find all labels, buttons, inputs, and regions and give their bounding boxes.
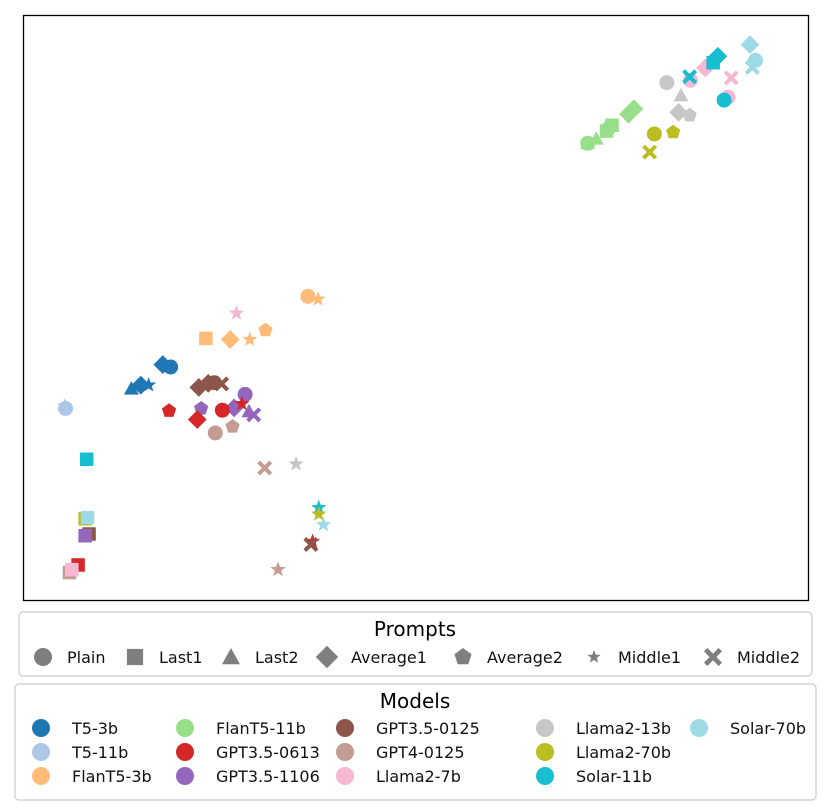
- model-legend-label-t5_11b: T5-11b: [71, 743, 128, 762]
- prompts-legend-box: [18, 611, 813, 677]
- data-point-t5_3b-plain: [163, 359, 179, 375]
- model-legend-label-gpt4_0125: GPT4-0125: [376, 743, 465, 762]
- data-point-flant5_11b-average1: [624, 99, 644, 119]
- prompts-legend-title: Prompts: [374, 617, 456, 641]
- prompt-legend-marker-last2: [222, 648, 240, 665]
- data-point-gpt35_0613-average2: [161, 403, 177, 417]
- data-point-llama2_7b-middle2: [723, 70, 739, 86]
- model-legend-label-flant5_3b: FlanT5-3b: [72, 767, 152, 786]
- model-legend-marker-gpt35_1106: [176, 767, 194, 785]
- data-point-flant5_3b-average1: [220, 330, 240, 349]
- data-point-llama2_70b-middle1: [311, 506, 327, 521]
- data-point-gpt4_0125-plain: [207, 425, 223, 441]
- data-point-gpt35_0125-middle2: [303, 537, 319, 553]
- data-point-llama2_13b-average2: [682, 107, 697, 122]
- data-point-llama2_13b-last2: [673, 87, 689, 102]
- model-legend-label-solar_70b: Solar-70b: [730, 719, 806, 738]
- models-legend-box: [14, 683, 817, 801]
- model-legend-marker-llama2_70b: [536, 743, 554, 761]
- data-point-llama2_13b-average1: [669, 102, 689, 122]
- model-legend-label-llama2_70b: Llama2-70b: [576, 743, 671, 762]
- prompt-legend-marker-plain: [34, 648, 52, 666]
- data-point-solar_11b-plain: [716, 92, 732, 108]
- data-point-gpt35_0613-average1: [187, 410, 207, 429]
- model-legend-marker-llama2_7b: [336, 767, 354, 785]
- model-legend-marker-solar_11b: [536, 767, 554, 785]
- data-point-llama2_70b-plain: [646, 126, 662, 142]
- data-point-t5_3b-last2: [123, 381, 139, 395]
- prompt-legend-label-last1: Last1: [159, 648, 203, 667]
- data-point-llama2_70b-average2: [666, 124, 681, 139]
- prompt-legend-marker-last1: [126, 648, 144, 666]
- model-legend-label-flant5_11b: FlanT5-11b: [216, 719, 306, 738]
- data-point-solar_70b-average1: [740, 35, 760, 54]
- points-layer: [57, 35, 763, 580]
- data-point-solar_11b-last1: [79, 452, 94, 467]
- data-point-gpt35_0613-plain: [214, 402, 230, 418]
- model-legend-marker-flant5_3b: [32, 767, 50, 785]
- model-legend-label-gpt35_1106: GPT3.5-1106: [216, 767, 320, 786]
- model-legend-label-gpt35_0125: GPT3.5-0125: [376, 719, 480, 738]
- data-point-gpt35_0125-middle2: [214, 376, 230, 392]
- data-point-flant5_11b-last2: [580, 135, 596, 150]
- data-point-gpt35_0613-middle1: [234, 395, 250, 411]
- data-point-llama2_13b-middle1: [288, 455, 304, 471]
- model-legend-label-solar_11b: Solar-11b: [576, 767, 652, 786]
- model-legend-marker-solar_70b: [690, 719, 708, 737]
- models-legend: T5-3b T5-11b FlanT5-3b FlanT5-11b GPT3.5-061…: [32, 719, 806, 786]
- prompt-legend-label-average2: Average2: [487, 648, 563, 667]
- model-legend-label-t5_3b: T5-3b: [71, 719, 118, 738]
- models-legend-title: Models: [380, 689, 450, 713]
- data-point-llama2_13b-plain: [659, 75, 675, 91]
- data-point-llama2_7b-middle1: [228, 305, 245, 320]
- data-point-solar_70b-middle2: [744, 59, 760, 75]
- model-legend-label-gpt35_0613: GPT3.5-0613: [216, 743, 320, 762]
- model-legend-label-llama2_7b: Llama2-7b: [376, 767, 461, 786]
- model-legend-label-llama2_13b: Llama2-13b: [576, 719, 671, 738]
- data-point-flant5_3b-average2: [258, 322, 273, 337]
- plot-frame: [22, 14, 810, 602]
- data-point-solar_11b-middle2: [682, 69, 698, 85]
- prompt-legend-marker-average1: [315, 645, 339, 669]
- model-legend-marker-gpt35_0125: [336, 719, 354, 737]
- data-point-flant5_3b-middle1: [242, 331, 258, 347]
- data-point-gpt4_0125-middle1: [270, 561, 286, 577]
- data-point-gpt4_0125-middle2: [257, 460, 273, 476]
- data-point-gpt35_1106-middle2: [246, 407, 262, 423]
- prompt-legend-marker-middle2: [704, 648, 722, 666]
- prompt-legend-marker-middle1: [587, 650, 601, 663]
- data-point-flant5_3b-plain: [300, 288, 316, 304]
- data-point-llama2_7b-last1: [65, 562, 79, 577]
- data-point-flant5_11b-last2: [588, 131, 604, 145]
- model-legend-marker-t5_11b: [32, 743, 50, 761]
- data-point-solar_70b-last1: [80, 510, 95, 525]
- data-point-solar_70b-middle1: [315, 516, 332, 532]
- data-point-gpt35_1106-plain: [237, 386, 253, 402]
- data-point-t5_11b-middle1: [57, 398, 73, 413]
- prompts-legend: Plain Last1 Last2 Average1 Average2 Middle1 Mi…: [34, 645, 800, 669]
- model-legend-marker-gpt35_0613: [176, 743, 194, 761]
- data-point-flant5_3b-middle1: [310, 291, 326, 306]
- prompt-legend-label-plain: Plain: [67, 648, 105, 667]
- prompt-legend-label-last2: Last2: [255, 648, 299, 667]
- data-point-solar_11b-average1: [708, 46, 728, 66]
- data-point-gpt35_1106-last1: [78, 529, 92, 543]
- prompt-legend-marker-average2: [454, 648, 472, 665]
- model-legend-marker-gpt4_0125: [336, 743, 354, 761]
- model-legend-marker-t5_3b: [32, 719, 50, 737]
- prompt-legend-label-average1: Average1: [351, 648, 427, 667]
- data-point-llama2_70b-middle2: [642, 144, 658, 160]
- data-point-t5_3b-middle1: [141, 377, 157, 392]
- data-point-flant5_3b-last1: [199, 331, 213, 346]
- data-point-flant5_11b-plain: [601, 120, 617, 136]
- data-point-gpt4_0125-average2: [225, 419, 240, 433]
- model-legend-marker-llama2_13b: [536, 719, 554, 737]
- model-legend-marker-flant5_11b: [176, 719, 194, 737]
- prompt-legend-label-middle2: Middle2: [737, 648, 800, 667]
- prompt-legend-label-middle1: Middle1: [618, 648, 681, 667]
